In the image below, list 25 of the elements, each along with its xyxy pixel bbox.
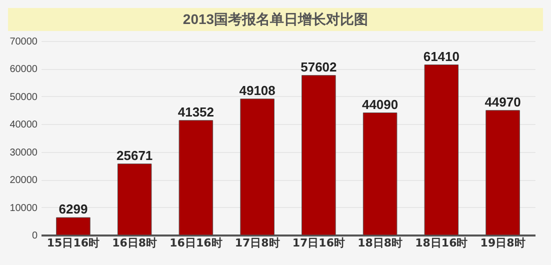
x-tick-label: 15日16时 bbox=[46, 236, 100, 250]
data-label: 61410 bbox=[423, 48, 460, 64]
x-tick-label: 19日8时 bbox=[480, 236, 526, 250]
data-label: 49108 bbox=[239, 82, 276, 98]
y-tick-label: 40000 bbox=[10, 120, 38, 131]
x-tick-label: 17日16时 bbox=[292, 236, 345, 250]
x-tick-label: 16日16时 bbox=[170, 236, 222, 250]
y-tick-label: 50000 bbox=[10, 92, 38, 103]
data-label: 44970 bbox=[484, 94, 521, 110]
data-label: 44090 bbox=[362, 96, 398, 112]
x-tick-label: 18日16时 bbox=[415, 236, 468, 250]
x-tick-label: 17日8时 bbox=[234, 236, 280, 250]
chart-title: 2013国考报名单日增长对比图 bbox=[8, 8, 543, 31]
data-label: 57602 bbox=[300, 59, 337, 74]
data-label: 6299 bbox=[58, 202, 88, 217]
y-tick-label: 60000 bbox=[10, 64, 38, 76]
x-tick-label: 16日8时 bbox=[112, 236, 158, 250]
x-tick-label: 18日8时 bbox=[358, 236, 403, 250]
y-tick-label: 0 bbox=[32, 230, 38, 242]
y-tick-label: 70000 bbox=[10, 36, 38, 48]
y-tick-label: 20000 bbox=[10, 175, 38, 186]
data-label: 41352 bbox=[178, 104, 214, 120]
y-tick-label: 10000 bbox=[10, 202, 38, 214]
data-label: 25671 bbox=[116, 148, 153, 163]
y-tick-label: 30000 bbox=[10, 147, 38, 158]
